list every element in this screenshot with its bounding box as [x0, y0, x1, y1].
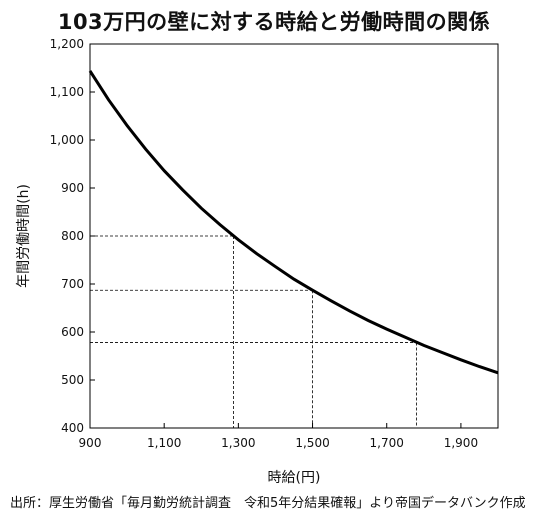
x-tick-label: 1,500	[295, 436, 329, 450]
y-tick-label: 600	[61, 325, 84, 339]
series-line	[88, 70, 499, 375]
y-tick-label: 1,100	[50, 85, 84, 99]
y-axis-title: 年間労働時間(h)	[16, 184, 32, 288]
x-tick-label: 1,300	[221, 436, 255, 450]
x-axis-title: 時給(円)	[268, 470, 321, 486]
x-axis: 900 1,100 1,300 1,500 1,700 1,900	[79, 423, 478, 450]
x-tick-label: 900	[79, 436, 102, 450]
x-tick-label: 1,900	[444, 436, 478, 450]
y-tick-label: 1,200	[50, 37, 84, 51]
y-tick-label: 700	[61, 277, 84, 291]
source-note: 出所：厚生労働省「毎月勤労統計調査 令和5年分結果確報」より帝国データバンク作成	[10, 496, 526, 511]
x-tick-label: 1,700	[370, 436, 404, 450]
y-tick-label: 400	[61, 421, 84, 435]
reference-lines	[90, 235, 417, 428]
y-tick-label: 800	[61, 229, 84, 243]
chart-title: 103万円の壁に対する時給と労働時間の関係	[57, 10, 491, 34]
y-tick-label: 1,000	[50, 133, 84, 147]
y-tick-label: 900	[61, 181, 84, 195]
y-tick-label: 500	[61, 373, 84, 387]
x-tick-label: 1,100	[147, 436, 181, 450]
y-axis: 400 500 600 700 800 900 1,000 1,100 1,200	[50, 37, 95, 435]
